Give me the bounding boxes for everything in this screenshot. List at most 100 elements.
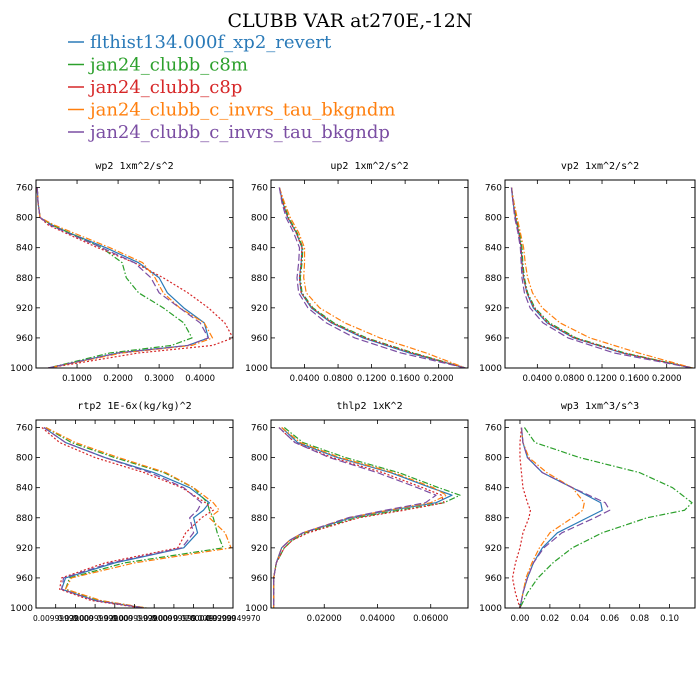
series-line-4	[519, 427, 611, 608]
ytick-label: 800	[16, 454, 33, 464]
series-line-1	[45, 427, 224, 608]
xtick-label: 0.2000	[103, 374, 133, 384]
ytick-label: 880	[485, 274, 502, 284]
series-line-4	[278, 187, 466, 368]
panel-3: rtp2 1E-6x(kg/kg)^2 760 800 840 880 920 960 100…	[10, 401, 261, 623]
ytick-label: 960	[16, 334, 33, 344]
ytick-label: 920	[251, 544, 268, 554]
plot-frame	[504, 419, 696, 609]
ytick-label: 840	[251, 484, 268, 494]
ytick-label: 1000	[479, 604, 502, 614]
series-line-1	[278, 187, 466, 368]
panel-title: thlp2 1xK^2	[336, 401, 402, 412]
ytick-label: 840	[16, 484, 33, 494]
panel-title: vp2 1xm^2/s^2	[561, 161, 639, 172]
legend-label-1: jan24_clubb_c8m	[88, 55, 248, 76]
ytick-label: 760	[485, 424, 502, 434]
panel-title: rtp2 1E-6x(kg/kg)^2	[77, 401, 191, 412]
xtick-label: 0.020000	[97, 614, 133, 623]
ytick-label: 920	[485, 304, 502, 314]
legend-label-3: jan24_clubb_c_invrs_tau_bkgndm	[88, 100, 395, 121]
panel-0: wp2 1xm^2/s^2 760 800 840 880 920 960 1000 0.100…	[10, 161, 234, 384]
ytick-label: 1000	[10, 364, 33, 374]
xtick-label: 0.020000	[136, 614, 172, 623]
panel-title: up2 1xm^2/s^2	[330, 161, 408, 172]
series-line-3	[519, 427, 585, 608]
ytick-label: 960	[251, 574, 268, 584]
series-group	[278, 187, 466, 368]
ytick-label: 960	[16, 574, 33, 584]
xtick-label: 0.1200	[587, 374, 617, 384]
xtick-label: 0.00999999	[33, 614, 79, 623]
ytick-label: 1000	[245, 604, 268, 614]
series-line-1	[510, 187, 693, 368]
xtick-label: 0.0400	[290, 374, 320, 384]
xtick-label: 0.1200	[357, 374, 387, 384]
figure-title: CLUBB VAR at270E,-12N	[228, 10, 473, 32]
ytick-label: 920	[251, 304, 268, 314]
ytick-label: 960	[485, 334, 502, 344]
xtick-label: 0.00999999	[72, 614, 118, 623]
ytick-label: 800	[485, 214, 502, 224]
ytick-label: 760	[485, 184, 502, 194]
xtick-label: 0.10	[660, 614, 679, 624]
ytick-label: 800	[16, 214, 33, 224]
panels: wp2 1xm^2/s^2 760 800 840 880 920 960 1000 0.10 0…	[10, 161, 696, 624]
ytick-label: 1000	[479, 364, 502, 374]
xtick-label: 0.1600	[619, 374, 649, 384]
xtick-label: 0.2000	[652, 374, 682, 384]
ytick-label: 760	[251, 424, 268, 434]
series-line-1	[273, 427, 461, 608]
ytick-label: 960	[485, 574, 502, 584]
legend-label-4: jan24_clubb_c_invrs_tau_bkgndp	[88, 122, 390, 143]
series-line-3	[273, 427, 448, 608]
panel-5: wp3 1xm^3/s^3 760 800 840 880 920 960 1000 0.00 0…	[479, 401, 696, 624]
ytick-label: 1000	[10, 604, 33, 614]
series-line-2	[41, 427, 214, 608]
series-line-2	[273, 427, 445, 608]
plot-frame	[35, 419, 234, 609]
xtick-label: 0.02000	[307, 614, 342, 624]
series-line-3	[510, 187, 693, 368]
ytick-label: 800	[251, 454, 268, 464]
plot-frame	[270, 179, 469, 369]
xtick-label: 0.4000	[185, 374, 215, 384]
xtick-label: 0.0800	[555, 374, 585, 384]
ytick-label: 920	[485, 544, 502, 554]
xtick-label: 0.00999999	[151, 614, 197, 623]
series-line-2	[278, 187, 466, 368]
panel-title: wp2 1xm^2/s^2	[95, 161, 173, 172]
series-line-1	[519, 427, 693, 608]
series-line-1	[36, 187, 193, 368]
ytick-label: 800	[251, 214, 268, 224]
series-line-0	[510, 187, 693, 368]
xtick-label: 0.06	[600, 614, 619, 624]
series-line-0	[278, 187, 466, 368]
series-group	[511, 427, 693, 608]
ytick-label: 760	[251, 184, 268, 194]
panel-1: up2 1xm^2/s^2 760 800 840 880 920 960 1000 0.040…	[245, 161, 469, 384]
xtick-label: 0.0200049970	[206, 614, 261, 623]
series-line-3	[36, 187, 214, 368]
xtick-label: 0.06000	[413, 614, 448, 624]
xtick-label: 0.00	[510, 614, 529, 624]
series-line-2	[510, 187, 693, 368]
series-line-4	[36, 187, 209, 368]
xtick-label: 0.1600	[390, 374, 420, 384]
xtick-label: 0.02	[540, 614, 559, 624]
ytick-label: 840	[251, 244, 268, 254]
series-line-4	[510, 187, 693, 368]
xtick-label: 0.020000	[58, 614, 94, 623]
legend: flthist134.000f_xp2_revertjan24_clubb_c8…	[68, 32, 395, 143]
legend-label-0: flthist134.000f_xp2_revert	[90, 32, 332, 53]
series-line-2	[511, 427, 532, 608]
legend-label-2: jan24_clubb_c8p	[88, 77, 242, 98]
series-group	[510, 187, 693, 368]
ytick-label: 920	[16, 544, 33, 554]
ytick-label: 880	[485, 514, 502, 524]
series-line-0	[273, 427, 453, 608]
xtick-label: 0.0800	[323, 374, 353, 384]
xtick-label: 0.04	[570, 614, 589, 624]
series-line-3	[45, 426, 232, 608]
ytick-label: 840	[485, 244, 502, 254]
